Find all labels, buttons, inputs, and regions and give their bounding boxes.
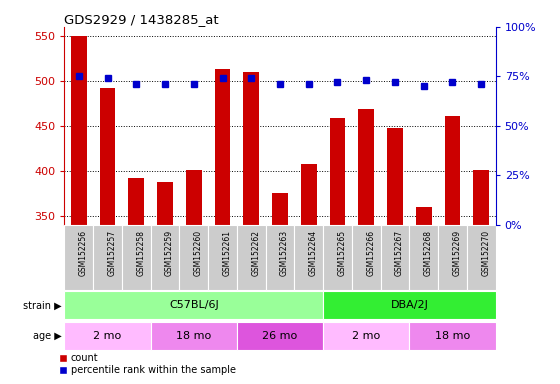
Bar	[409, 322, 496, 350]
Bar	[244, 72, 259, 225]
Bar	[214, 69, 230, 225]
Bar	[381, 225, 409, 290]
Legend: count, percentile rank within the sample: count, percentile rank within the sample	[55, 349, 240, 379]
Bar	[186, 170, 202, 225]
Bar	[237, 225, 265, 290]
Text: GSM152265: GSM152265	[338, 230, 347, 276]
Bar	[64, 225, 93, 290]
Bar	[265, 225, 295, 290]
Text: GSM152269: GSM152269	[452, 230, 461, 276]
Bar	[64, 291, 323, 319]
Bar	[352, 225, 381, 290]
Bar	[358, 109, 374, 225]
Text: GSM152263: GSM152263	[280, 230, 289, 276]
Bar	[151, 225, 179, 290]
Text: GSM152257: GSM152257	[108, 230, 116, 276]
Bar	[128, 178, 144, 225]
Bar	[64, 322, 151, 350]
Text: 2 mo: 2 mo	[94, 331, 122, 341]
Bar	[330, 118, 346, 225]
Bar	[100, 88, 115, 225]
Bar	[409, 225, 438, 290]
Bar	[272, 193, 288, 225]
Bar	[467, 225, 496, 290]
Bar	[323, 225, 352, 290]
Bar	[71, 36, 87, 225]
Text: 18 mo: 18 mo	[176, 331, 211, 341]
Bar	[387, 129, 403, 225]
Text: age ▶: age ▶	[33, 331, 62, 341]
Text: 26 mo: 26 mo	[263, 331, 297, 341]
Bar	[301, 164, 316, 225]
Text: GSM152266: GSM152266	[366, 230, 375, 276]
Text: GSM152270: GSM152270	[481, 230, 490, 276]
Bar	[295, 225, 323, 290]
Bar	[323, 291, 496, 319]
Text: DBA/2J: DBA/2J	[390, 300, 428, 310]
Text: strain ▶: strain ▶	[23, 300, 62, 310]
Bar	[416, 207, 432, 225]
Text: GSM152258: GSM152258	[136, 230, 145, 276]
Text: GSM152264: GSM152264	[309, 230, 318, 276]
Bar	[473, 170, 489, 225]
Text: C57BL/6J: C57BL/6J	[169, 300, 218, 310]
Bar	[93, 225, 122, 290]
Text: GSM152261: GSM152261	[222, 230, 231, 276]
Bar	[323, 322, 409, 350]
Bar	[122, 225, 151, 290]
Text: GSM152267: GSM152267	[395, 230, 404, 276]
Bar	[445, 116, 460, 225]
Text: GSM152260: GSM152260	[194, 230, 203, 276]
Text: GSM152262: GSM152262	[251, 230, 260, 276]
Text: 2 mo: 2 mo	[352, 331, 380, 341]
Text: GSM152256: GSM152256	[79, 230, 88, 276]
Bar	[157, 182, 173, 225]
Bar	[208, 225, 237, 290]
Text: GSM152259: GSM152259	[165, 230, 174, 276]
Bar	[179, 225, 208, 290]
Text: GDS2929 / 1438285_at: GDS2929 / 1438285_at	[64, 13, 219, 26]
Text: 18 mo: 18 mo	[435, 331, 470, 341]
Bar	[237, 322, 323, 350]
Bar	[151, 322, 237, 350]
Bar	[438, 225, 467, 290]
Text: GSM152268: GSM152268	[424, 230, 433, 276]
